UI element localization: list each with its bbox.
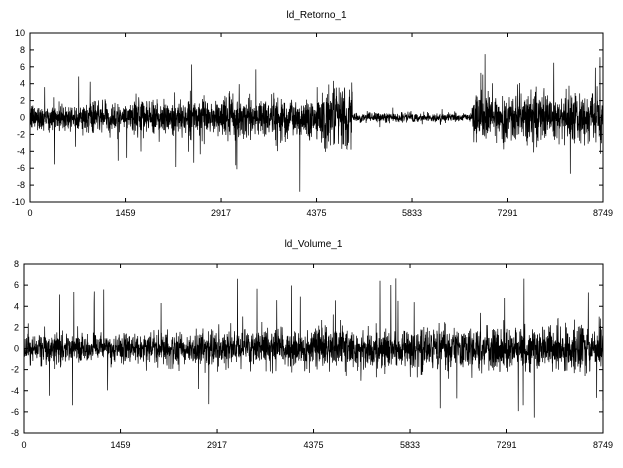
x-tick-label: 7291 bbox=[496, 440, 516, 450]
x-tick-label: 1459 bbox=[111, 440, 131, 450]
y-tick-label: -6 bbox=[17, 163, 25, 173]
y-tick-label: 8 bbox=[14, 259, 19, 269]
x-tick-label: 4375 bbox=[304, 440, 324, 450]
x-tick-label: 8749 bbox=[593, 208, 613, 218]
y-tick-label: -10 bbox=[12, 197, 25, 207]
y-tick-label: -4 bbox=[11, 386, 19, 396]
x-tick-label: 2917 bbox=[211, 208, 231, 218]
y-tick-label: -8 bbox=[17, 180, 25, 190]
x-tick-label: 5833 bbox=[402, 208, 422, 218]
x-tick-label: 4375 bbox=[307, 208, 327, 218]
x-tick-label: 7291 bbox=[497, 208, 517, 218]
y-tick-label: 6 bbox=[20, 62, 25, 72]
y-tick-label: 8 bbox=[20, 45, 25, 55]
x-tick-label: 0 bbox=[27, 208, 32, 218]
x-tick-label: 2917 bbox=[207, 440, 227, 450]
x-tick-label: 1459 bbox=[116, 208, 136, 218]
y-tick-label: 4 bbox=[14, 301, 19, 311]
x-tick-label: 8749 bbox=[593, 440, 613, 450]
series-line bbox=[29, 54, 604, 192]
y-tick-label: -2 bbox=[17, 129, 25, 139]
chart-panel-2: ld_Volume_1 0 1459 2917 4375 5833 7291 8749 -8 -6… bbox=[11, 239, 613, 450]
y-tick-label: 0 bbox=[14, 344, 19, 354]
y-tick-label: 2 bbox=[14, 322, 19, 332]
y-tick-label: -8 bbox=[11, 428, 19, 438]
y-tick-label: -4 bbox=[17, 146, 25, 156]
x-tick-label: 0 bbox=[21, 440, 26, 450]
y-tick-label: 0 bbox=[20, 113, 25, 123]
y-tick-label: 6 bbox=[14, 280, 19, 290]
y-tick-label: -2 bbox=[11, 365, 19, 375]
chart-panel-1: ld_Retorno_1 0 1459 2917 4375 5833 7291 8749 -10… bbox=[12, 10, 613, 218]
y-tick-label: -6 bbox=[11, 407, 19, 417]
chart-title: ld_Volume_1 bbox=[285, 239, 343, 250]
y-tick-label: 2 bbox=[20, 96, 25, 106]
y-tick-label: 10 bbox=[15, 28, 25, 38]
series-line bbox=[23, 278, 604, 418]
y-tick-label: 4 bbox=[20, 79, 25, 89]
x-tick-label: 5833 bbox=[400, 440, 420, 450]
chart-title: ld_Retorno_1 bbox=[286, 10, 346, 21]
